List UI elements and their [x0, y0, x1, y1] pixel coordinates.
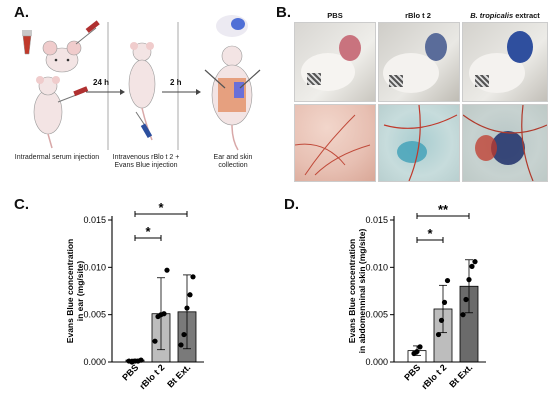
- panel-b-letter: B.: [276, 4, 291, 21]
- skin-photo-extract: [462, 104, 548, 182]
- x-tick-label: Bt Ext.: [447, 362, 474, 389]
- ear-sample-icon: [216, 15, 248, 37]
- significance-marker: *: [145, 224, 151, 239]
- data-point: [181, 331, 187, 338]
- data-point: [466, 277, 472, 283]
- y-axis-label: Evans Blue concentrationin abdomenninal …: [347, 228, 367, 353]
- x-tick-label: rBlo t 2: [137, 362, 166, 391]
- skin-photo-rblot2: [378, 104, 460, 182]
- arrow-1-label: 24 h: [93, 78, 110, 87]
- significance-marker: **: [438, 202, 449, 217]
- photo-col-pbs-header: PBS: [327, 11, 343, 20]
- y-tick-label: 0.015: [365, 215, 388, 225]
- data-point: [187, 292, 193, 298]
- ear-photo-pbs: [294, 22, 376, 102]
- data-point: [469, 263, 475, 269]
- data-point: [417, 344, 423, 350]
- chart-ear-evans-blue: 0.000 0.005 0.010 0.015 Evans Blue concentra…: [65, 200, 204, 391]
- significance-marker: *: [427, 226, 433, 241]
- mouse-body-icon: [128, 42, 156, 141]
- y-tick-label: 0.005: [365, 310, 388, 320]
- ear-photo-extract: [462, 22, 548, 102]
- y-tick-label: 0.010: [365, 262, 388, 272]
- panel-c-letter: C.: [14, 196, 29, 213]
- panel-d-letter: D.: [284, 196, 299, 213]
- photo-col-rblot2-header: rBlo t 2: [405, 11, 431, 20]
- data-point: [190, 274, 196, 280]
- data-point: [161, 311, 167, 317]
- data-point: [184, 305, 190, 311]
- data-point: [435, 331, 442, 338]
- step-3-caption: Ear and skin collection: [213, 154, 253, 169]
- arrow-2-label: 2 h: [170, 78, 182, 87]
- serum-tube-icon: [22, 30, 32, 55]
- photo-col-extract-header: B. tropicalis extract: [460, 11, 550, 20]
- significance-marker: *: [158, 200, 164, 215]
- extract-species-label: B. tropicalis: [470, 11, 514, 20]
- data-point: [152, 338, 158, 344]
- mouse-head-icon: [42, 40, 82, 73]
- data-point: [460, 312, 466, 318]
- data-point: [178, 342, 184, 348]
- extract-label: extract: [513, 11, 540, 20]
- y-tick-label: 0.000: [365, 357, 388, 367]
- y-axis-label: Evans Blue concentrationin ear (mg/site): [65, 239, 85, 343]
- x-tick-label: PBS: [402, 362, 422, 382]
- ear-photo-rblot2: [378, 22, 460, 102]
- step-2-caption: Intravenous rBlo t 2 + Evans Blue inject…: [112, 154, 180, 169]
- dissected-mouse-icon: [204, 45, 261, 151]
- y-tick-label: 0.010: [83, 262, 106, 272]
- data-point: [463, 296, 469, 303]
- skin-photo-pbs: [294, 104, 376, 182]
- data-point: [164, 267, 170, 273]
- y-tick-label: 0.000: [83, 357, 106, 367]
- y-tick-label: 0.005: [83, 310, 106, 320]
- data-point: [414, 348, 420, 355]
- data-point: [472, 259, 478, 265]
- x-tick-label: Bt Ext.: [165, 362, 192, 389]
- mouse-body-icon: [33, 76, 63, 149]
- x-tick-label: rBlo t 2: [419, 362, 448, 391]
- syringe-icon: [75, 20, 100, 45]
- syringe-icon: [135, 111, 153, 139]
- data-point: [444, 277, 451, 284]
- data-point: [441, 299, 448, 305]
- panel-a-schematic: [22, 15, 261, 151]
- y-tick-label: 0.015: [83, 215, 106, 225]
- data-point: [138, 357, 144, 363]
- x-tick-label: PBS: [120, 362, 140, 382]
- panel-a-letter: A.: [14, 4, 29, 21]
- step-1-caption: Intradermal serum injection: [14, 154, 100, 161]
- data-point: [438, 317, 445, 323]
- chart-skin-evans-blue: 0.000 0.005 0.010 0.015 Evans Blue concentra…: [347, 202, 486, 391]
- syringe-icon: [57, 86, 89, 103]
